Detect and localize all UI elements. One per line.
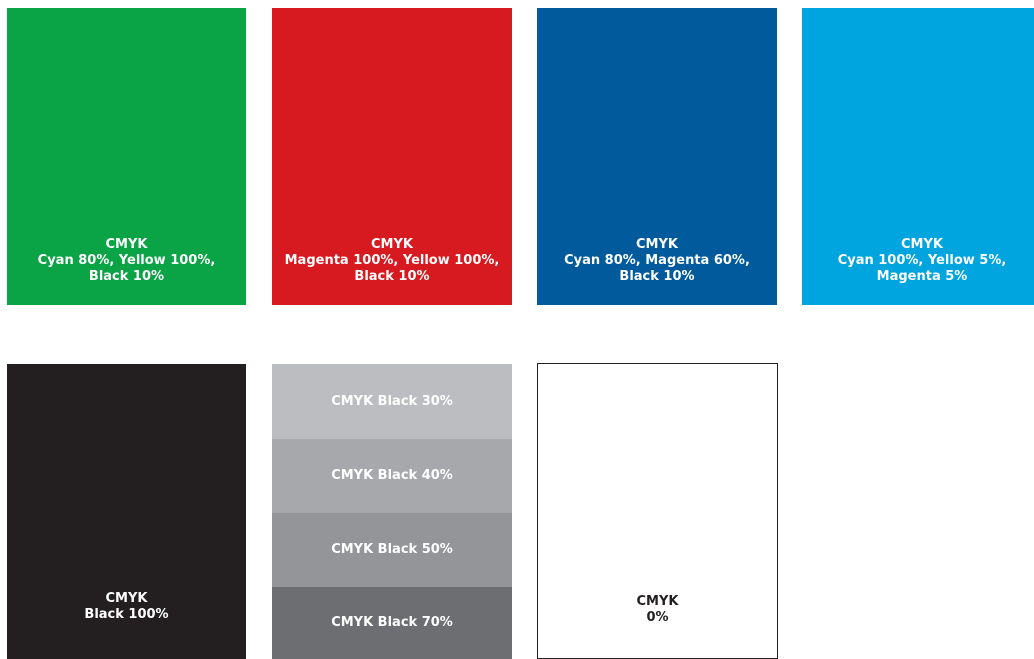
swatch-label: CMYK Magenta 100%, Yellow 100%, Black 10…	[272, 237, 512, 285]
swatch-red: CMYK Magenta 100%, Yellow 100%, Black 10…	[272, 8, 512, 305]
swatch-label-line: CMYK	[105, 237, 148, 252]
gray-band-50: CMYK Black 50%	[272, 513, 512, 587]
swatch-green: CMYK Cyan 80%, Yellow 100%, Black 10%	[7, 8, 246, 305]
swatch-label-line: Black 10%	[619, 269, 695, 284]
swatch-label-line: Black 10%	[88, 269, 165, 284]
swatch-label-line: 0%	[646, 610, 669, 625]
swatch-label-line: CMYK	[636, 237, 678, 252]
swatch-label-line: Magenta 5%	[876, 269, 968, 284]
swatch-label-line: CMYK	[371, 237, 413, 252]
swatch-label-line: CMYK	[105, 591, 148, 606]
swatch-label: CMYK Black 100%	[7, 591, 246, 623]
swatch-label-line: Black 10%	[354, 269, 430, 284]
swatch-black: CMYK Black 100%	[7, 364, 246, 659]
swatch-cyan: CMYK Cyan 100%, Yellow 5%, Magenta 5%	[802, 8, 1034, 305]
swatch-label: CMYK Cyan 100%, Yellow 5%, Magenta 5%	[802, 237, 1034, 285]
swatch-label-line: Cyan 100%, Yellow 5%,	[837, 253, 1007, 268]
swatch-label-line: CMYK	[636, 594, 679, 609]
swatch-blue: CMYK Cyan 80%, Magenta 60%, Black 10%	[537, 8, 777, 305]
swatch-label-line: Black 100%	[84, 607, 169, 622]
swatch-label: CMYK 0%	[538, 594, 777, 626]
swatch-label-line: Cyan 80%, Yellow 100%,	[37, 253, 216, 268]
swatch-label-line: Cyan 80%, Magenta 60%,	[564, 253, 750, 268]
gray-band-70: CMYK Black 70%	[272, 587, 512, 659]
swatch-label: CMYK Cyan 80%, Magenta 60%, Black 10%	[537, 237, 777, 285]
swatch-label: CMYK Cyan 80%, Yellow 100%, Black 10%	[7, 237, 246, 285]
swatch-gray-scale: CMYK Black 30% CMYK Black 40% CMYK Black…	[272, 364, 512, 659]
swatch-white: CMYK 0%	[537, 363, 778, 659]
swatch-label-line: Magenta 100%, Yellow 100%,	[284, 253, 500, 268]
gray-band-30: CMYK Black 30%	[272, 364, 512, 439]
gray-band-40: CMYK Black 40%	[272, 439, 512, 513]
swatch-label-line: CMYK	[901, 237, 943, 252]
